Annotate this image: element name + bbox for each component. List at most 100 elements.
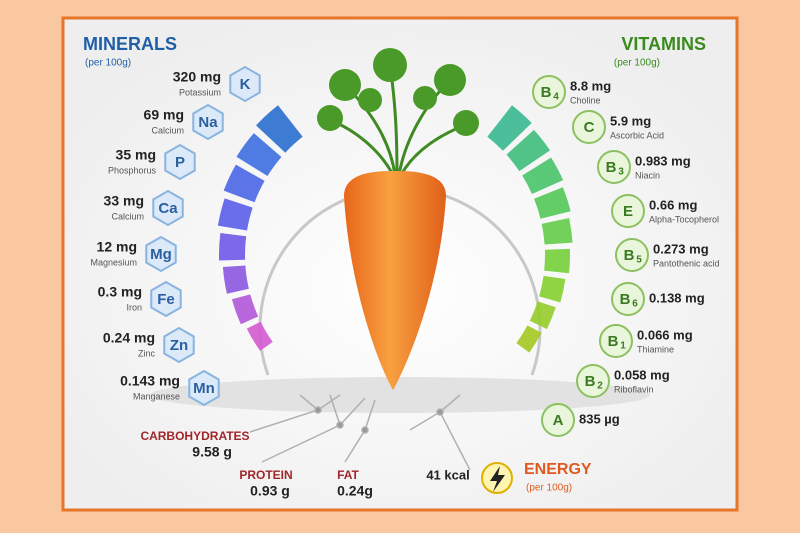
- mineral-name: Calcium: [151, 125, 184, 135]
- vitamin-amount: 835 µg: [579, 411, 620, 426]
- vitamin-subscript: 5: [636, 255, 642, 266]
- vitamin-name: Choline: [570, 95, 601, 105]
- mineral-symbol: K: [240, 76, 251, 93]
- arc-bar: [539, 275, 566, 303]
- mineral-badge: [163, 326, 195, 364]
- floor: [150, 377, 650, 413]
- mineral-name: Calcium: [111, 211, 144, 221]
- arc-bar: [522, 157, 564, 194]
- vitamin-badge: [597, 150, 631, 184]
- arc-bar: [222, 265, 249, 294]
- arc-bar: [246, 321, 273, 351]
- mineral-name: Potassium: [179, 87, 221, 97]
- vitamin-name: Riboflavin: [614, 384, 654, 394]
- mineral-symbol: Ca: [158, 200, 178, 217]
- vitamin-badge: [599, 324, 633, 358]
- leaf-tufts: [317, 48, 479, 136]
- vitamin-symbol: B: [585, 373, 596, 390]
- vitamin-name: Niacin: [635, 170, 660, 180]
- vitamin-badge: [611, 194, 645, 228]
- vitamin-symbol: A: [553, 412, 564, 429]
- mineral-badge: [145, 235, 177, 273]
- mineral-amount: 0.24 mg: [103, 330, 155, 346]
- energy-icon: [481, 462, 513, 494]
- arc-bar: [487, 105, 532, 151]
- rows: K 320 mg Potassium Na 69 mg Calcium P 35 mg Phos…: [90, 65, 720, 437]
- mineral-badge: [164, 143, 196, 181]
- vitamin-symbol: B: [620, 291, 631, 308]
- mineral-badge: [192, 103, 224, 141]
- vitamin-amount: 0.983 mg: [635, 153, 691, 168]
- mineral-badge: [229, 65, 261, 103]
- energy-amount: 41 kcal: [426, 467, 469, 482]
- vitamin-symbol: B: [606, 159, 617, 176]
- vitamin-badge: [532, 75, 566, 109]
- vitamin-subscript: 6: [632, 299, 638, 310]
- vitamin-name: Thiamine: [637, 344, 674, 354]
- vitamin-subscript: 3: [618, 167, 624, 178]
- mineral-amount: 0.143 mg: [120, 373, 180, 389]
- mineral-name: Manganese: [133, 391, 180, 401]
- arc-bar: [236, 133, 282, 176]
- vitamin-badge: [615, 238, 649, 272]
- mineral-symbol: P: [175, 154, 185, 171]
- vitamin-badge: [541, 403, 575, 437]
- vitamin-name: Pantothenic acid: [653, 258, 720, 268]
- vitamin-amount: 0.066 mg: [637, 327, 693, 342]
- arc-bar: [219, 232, 247, 261]
- arc-bar: [529, 301, 556, 330]
- arc-bar: [541, 217, 573, 245]
- arc-bar: [506, 129, 551, 172]
- mineral-symbol: Mn: [193, 380, 215, 397]
- nutrient-name: FAT: [337, 468, 359, 482]
- minerals-title: MINERALS: [83, 34, 177, 54]
- mineral-amount: 320 mg: [173, 69, 221, 85]
- mineral-amount: 35 mg: [116, 147, 156, 163]
- mineral-symbol: Fe: [157, 291, 175, 308]
- vitamin-amount: 0.273 mg: [653, 241, 709, 256]
- arc-bar: [231, 294, 259, 325]
- arc-bar: [256, 105, 303, 153]
- vitamin-name: Ascorbic Acid: [610, 130, 664, 140]
- vitamin-badge: [611, 282, 645, 316]
- vitamin-symbol: B: [624, 247, 635, 264]
- carrot: [344, 170, 446, 390]
- mineral-badge: [152, 189, 184, 227]
- mineral-symbol: Zn: [170, 337, 188, 354]
- mineral-amount: 12 mg: [97, 239, 137, 255]
- mineral-badge: [188, 369, 220, 407]
- mineral-name: Iron: [126, 302, 142, 312]
- mineral-name: Magnesium: [90, 257, 137, 267]
- mineral-name: Zinc: [138, 348, 156, 358]
- arc-bar: [223, 164, 265, 203]
- mineral-name: Phosphorus: [108, 165, 157, 175]
- arc-bar: [534, 187, 571, 219]
- mineral-badge: [150, 280, 182, 318]
- vitamin-badge: [576, 364, 610, 398]
- vitamin-symbol: B: [608, 333, 619, 350]
- vitamin-symbol: B: [541, 84, 552, 101]
- arc-bar: [516, 325, 542, 353]
- arc-bar: [544, 248, 570, 274]
- vitamin-badge: [572, 110, 606, 144]
- mineral-symbol: Mg: [150, 246, 172, 263]
- energy-title: ENERGY: [524, 461, 592, 478]
- vitamin-subscript: 1: [620, 341, 626, 352]
- mineral-amount: 69 mg: [144, 107, 184, 123]
- vitamin-amount: 0.058 mg: [614, 367, 670, 382]
- vitamin-subscript: 4: [553, 92, 559, 103]
- energy-subtitle: (per 100g): [526, 483, 572, 494]
- mineral-amount: 0.3 mg: [98, 284, 142, 300]
- vitamin-amount: 0.138 mg: [649, 290, 705, 305]
- nutrient-amount: 0.93 g: [250, 483, 290, 499]
- vitamin-name: Alpha-Tocopherol: [649, 214, 719, 224]
- mineral-amount: 33 mg: [104, 193, 144, 209]
- vitamin-symbol: E: [623, 203, 633, 220]
- vitamins-subtitle: (per 100g): [614, 58, 660, 69]
- arc-bars: [217, 105, 573, 353]
- minerals-subtitle: (per 100g): [85, 58, 131, 69]
- connector-lines: [249, 394, 471, 471]
- nutrient-amount: 0.24g: [337, 483, 373, 499]
- nutrient-name: CARBOHYDRATES: [140, 429, 249, 443]
